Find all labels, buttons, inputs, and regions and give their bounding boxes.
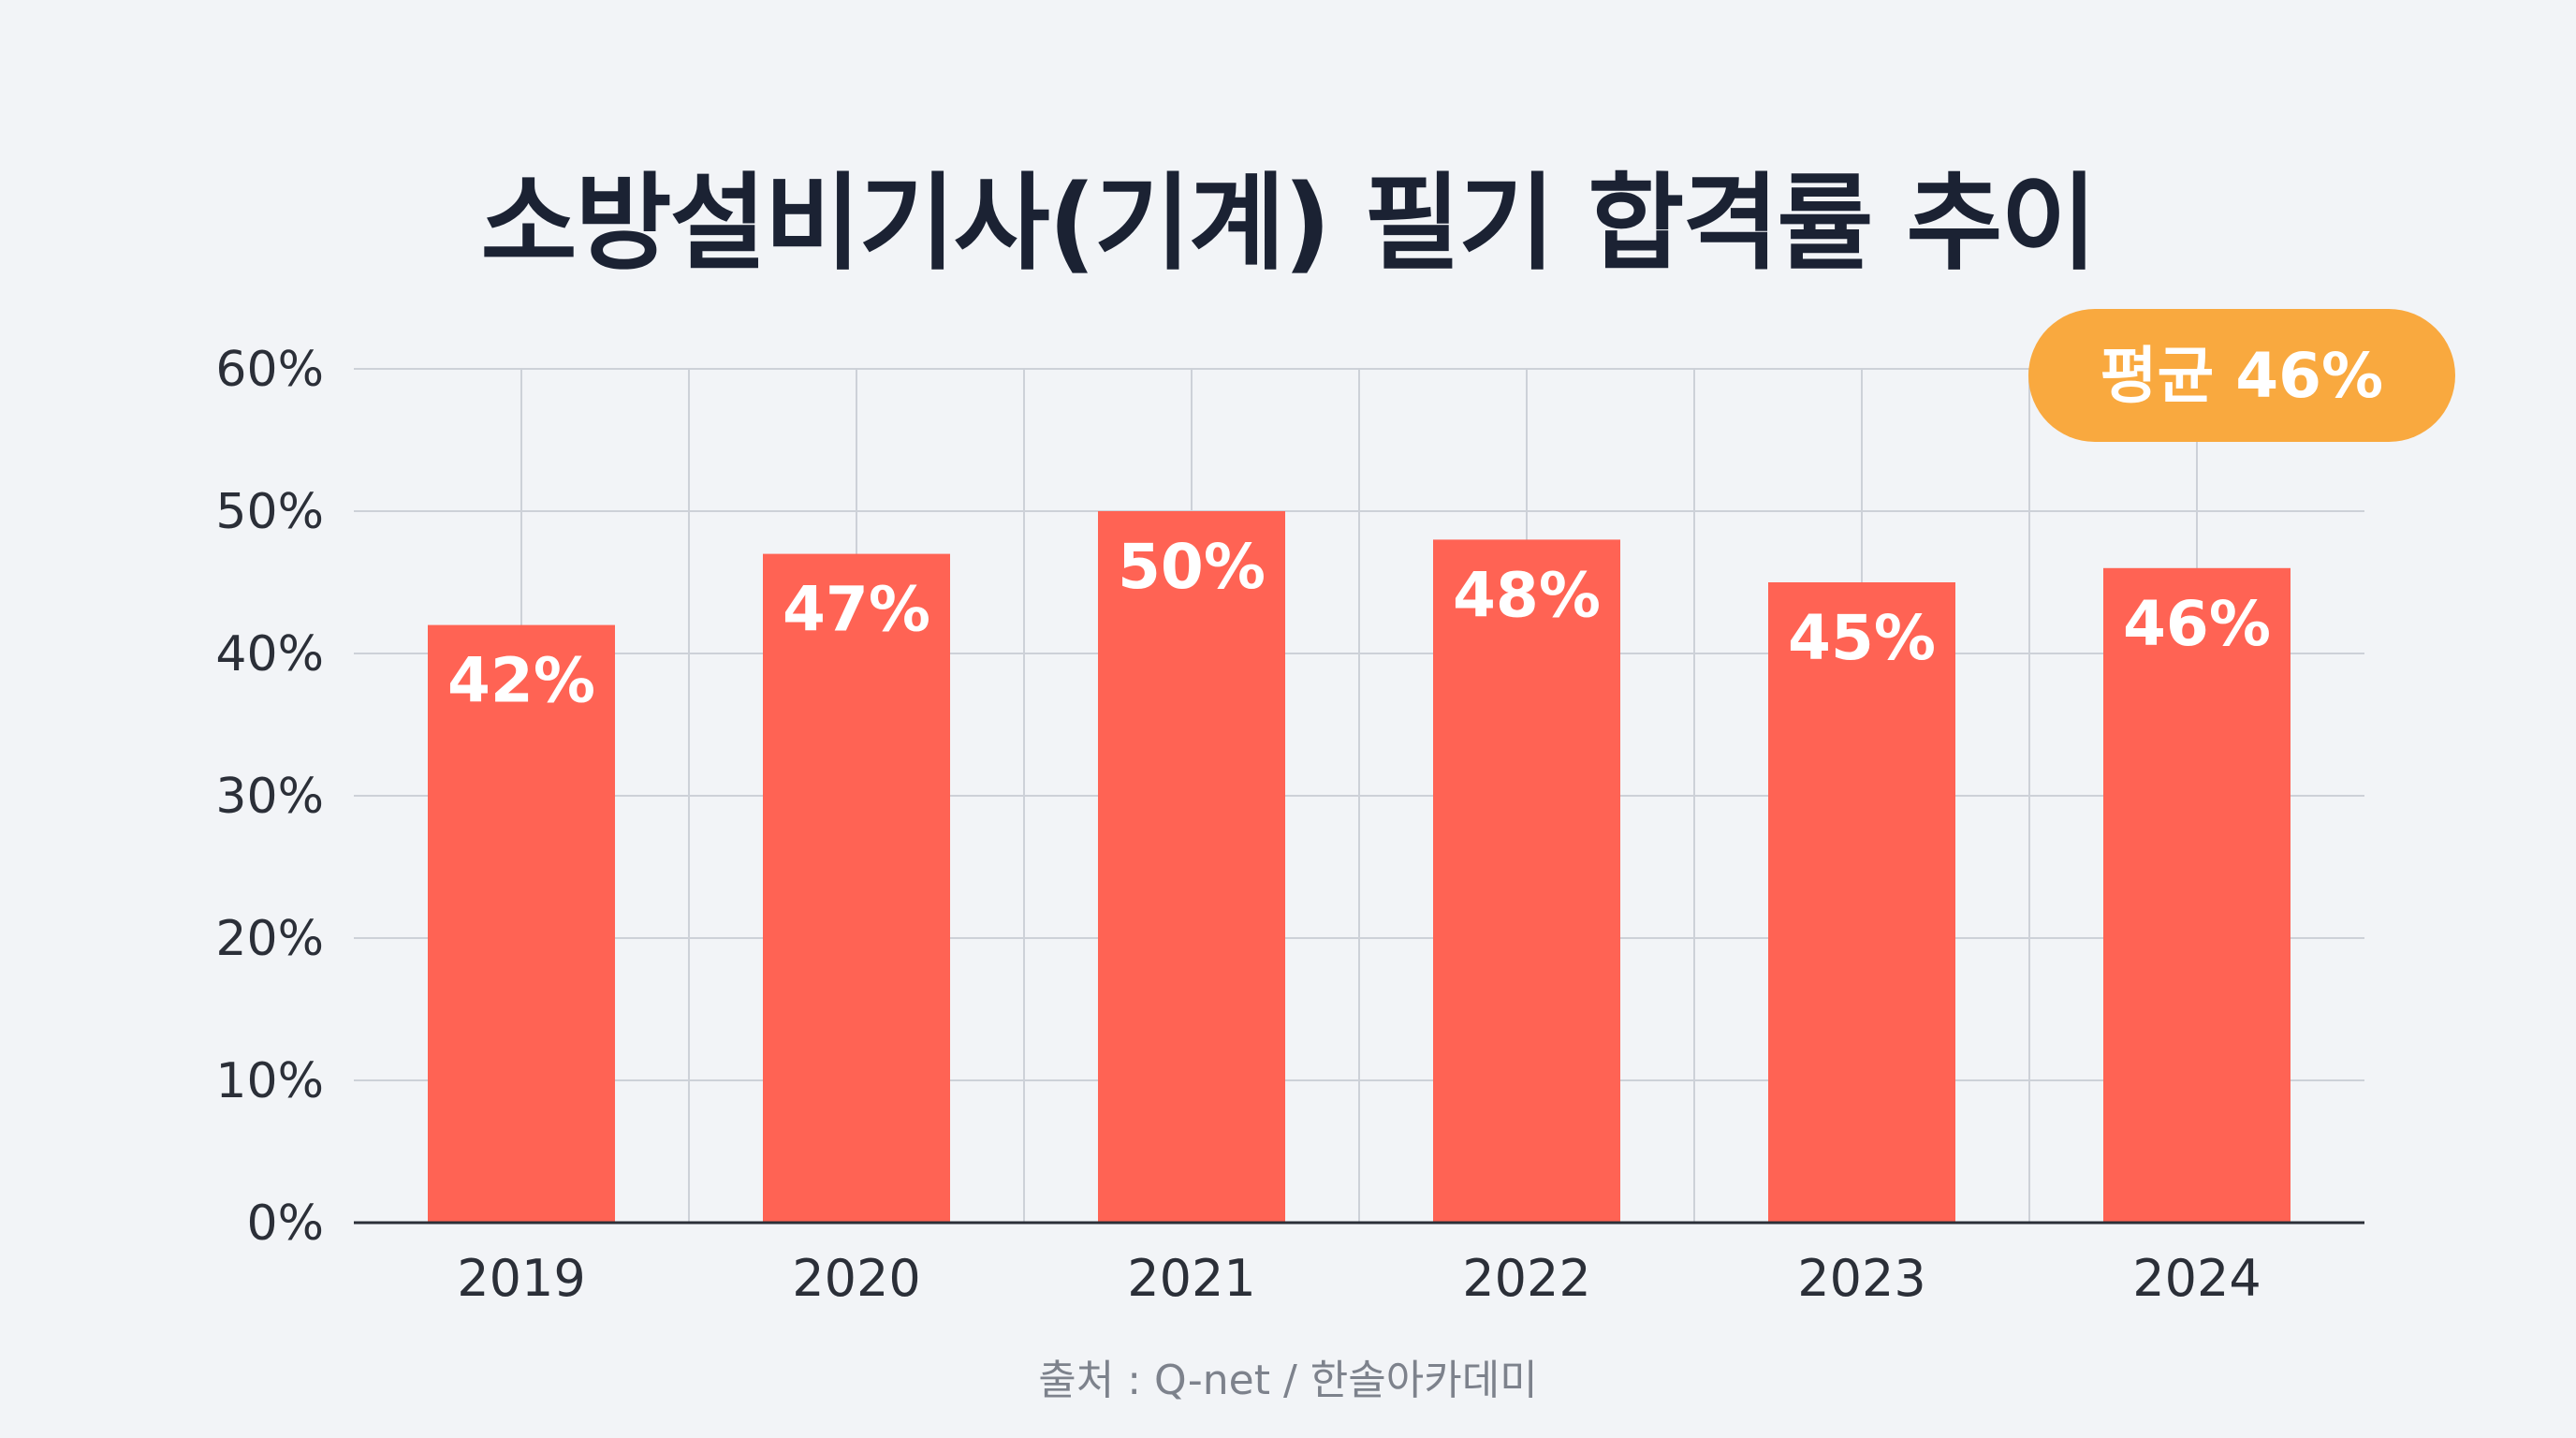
y-tick-label: 0% (247, 1196, 325, 1252)
bars: 42% 47% 50% 48% 45% 46% (354, 511, 2364, 1225)
average-badge: 평균 46% (2028, 309, 2455, 442)
x-tick-label: 2021 (1127, 1249, 1255, 1308)
bar-value-label: 47% (783, 574, 930, 646)
y-tick-label: 10% (215, 1053, 324, 1109)
bar-2020 (763, 553, 950, 1223)
y-axis-ticks: 0% 10% 20% 30% 40% 50% 60% (215, 342, 324, 1252)
bar-2022 (1433, 539, 1620, 1223)
bar-2019 (428, 624, 615, 1223)
grid-lines (354, 368, 2364, 1223)
x-tick-label: 2019 (457, 1249, 585, 1308)
y-tick-label: 20% (215, 911, 324, 967)
bar-2021 (1098, 511, 1285, 1223)
x-tick-label: 2023 (1797, 1249, 1925, 1308)
average-badge-pill (2028, 309, 2455, 442)
bar-value-label: 48% (1453, 559, 1601, 631)
bar-value-label: 50% (1118, 531, 1266, 603)
chart-title: 소방설비기사(기계) 필기 합격률 추이 (480, 163, 2098, 285)
bar-value-label: 42% (447, 645, 595, 717)
x-tick-label: 2020 (792, 1249, 920, 1308)
bar-2024 (2103, 567, 2291, 1223)
bar-2023 (1768, 582, 1955, 1223)
source-note: 출처 : Q-net / 한솔아카데미 (1038, 1357, 1538, 1404)
x-axis-ticks: 2019 2020 2021 2022 2023 2024 (457, 1249, 2261, 1308)
bar-value-label: 46% (2123, 588, 2271, 660)
y-tick-label: 30% (215, 769, 324, 825)
x-tick-label: 2022 (1462, 1249, 1590, 1308)
x-tick-label: 2024 (2132, 1249, 2261, 1308)
average-badge-label: 평균 46% (2100, 340, 2383, 412)
bar-value-label: 45% (1788, 602, 1936, 674)
y-tick-label: 40% (215, 626, 324, 682)
y-tick-label: 50% (215, 484, 324, 540)
y-tick-label: 60% (215, 342, 324, 398)
